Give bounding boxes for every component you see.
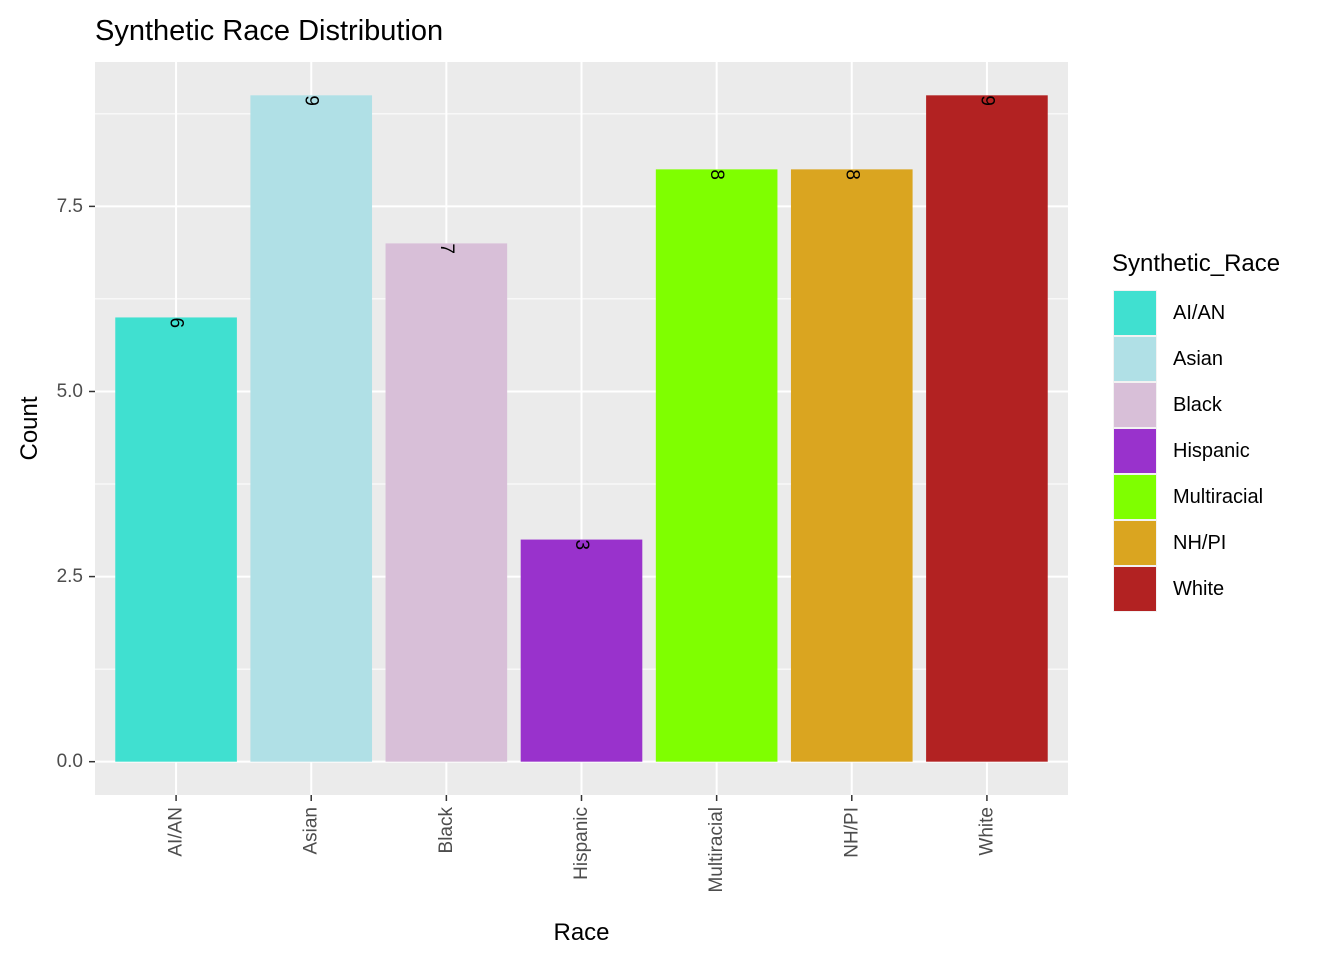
bar-hispanic	[520, 539, 643, 762]
x-tick-label: AI/AN	[166, 807, 187, 857]
legend-swatch	[1114, 521, 1156, 565]
axes: 0.0 2.5 5.0 7.5 AI/AN Asian Black Hispanic Multi…	[57, 196, 998, 893]
bar-nh-pi	[790, 169, 913, 762]
data-label: 9	[301, 95, 322, 106]
data-label: 6	[166, 317, 187, 328]
legend-entry-label: Asian	[1173, 348, 1223, 370]
bar-black	[385, 243, 508, 762]
legend: Synthetic_Race AI/AN Asian Black Hispanic Mul…	[1112, 250, 1280, 612]
data-labels: 6 9 7 3 8 8 9	[166, 95, 998, 550]
x-tick-label: Hispanic	[571, 807, 592, 880]
chart-title: Synthetic Race Distribution	[95, 15, 443, 47]
x-tick-label: White	[976, 807, 997, 856]
x-tick-label: Black	[436, 807, 457, 854]
legend-swatch	[1114, 567, 1156, 611]
legend-swatch	[1114, 337, 1156, 381]
y-tick-label: 2.5	[57, 566, 83, 587]
data-label: 9	[976, 95, 997, 106]
legend-entry-label: NH/PI	[1173, 532, 1226, 554]
legend-title: Synthetic_Race	[1112, 250, 1280, 277]
x-tick-label: NH/PI	[841, 807, 862, 858]
y-tick-label: 0.0	[57, 751, 83, 772]
legend-swatch	[1114, 383, 1156, 427]
data-label: 8	[706, 169, 727, 180]
y-tick-label: 7.5	[57, 196, 83, 217]
data-label: 8	[841, 169, 862, 180]
y-tick-label: 5.0	[57, 381, 83, 402]
x-axis-title: Race	[553, 919, 609, 946]
data-label: 7	[436, 243, 457, 254]
x-tick-label: Asian	[301, 807, 322, 855]
y-axis-title: Count	[16, 396, 43, 460]
bar-asian	[250, 95, 373, 762]
bar-multiracial	[655, 169, 778, 762]
legend-entry-label: Black	[1173, 394, 1223, 416]
bars	[115, 95, 1048, 762]
legend-entry-label: AI/AN	[1173, 302, 1225, 324]
bar-white	[926, 95, 1048, 762]
bar-ai-an	[115, 317, 237, 762]
legend-swatch	[1114, 429, 1156, 473]
legend-entry-label: Hispanic	[1173, 440, 1250, 462]
x-tick-label: Multiracial	[706, 807, 727, 893]
legend-swatch	[1114, 475, 1156, 519]
data-label: 3	[571, 540, 592, 551]
legend-entry-label: Multiracial	[1173, 486, 1263, 508]
legend-swatch	[1114, 291, 1156, 335]
legend-entry-label: White	[1173, 578, 1224, 600]
